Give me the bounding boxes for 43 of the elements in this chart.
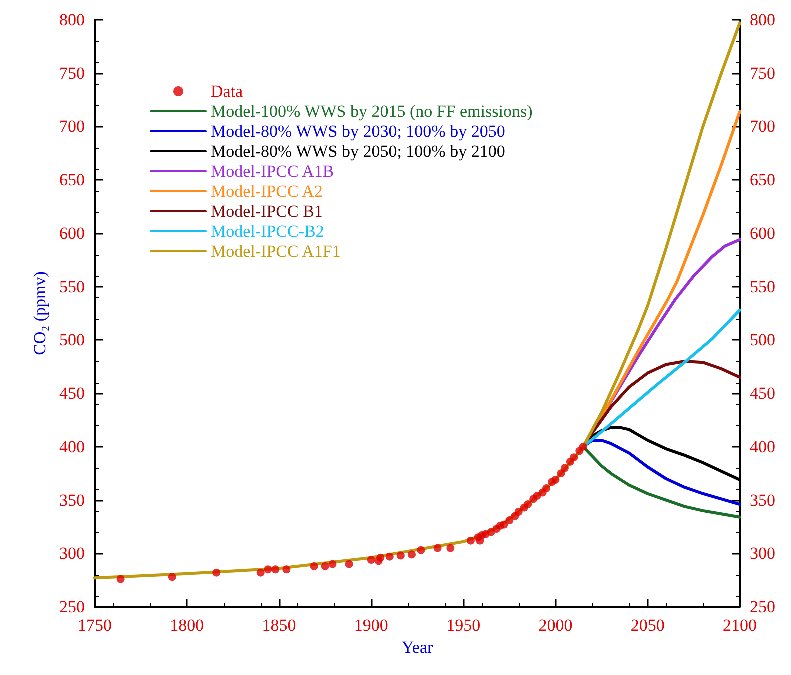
y2-tick-label: 500 xyxy=(750,330,776,350)
y-axis-title: CO₂ (ppmv) xyxy=(30,272,50,356)
legend-label: Model-IPCC B1 xyxy=(211,202,323,221)
x-tick-label: 2050 xyxy=(630,616,665,635)
legend-label: Model-80% WWS by 2030; 100% by 2050 xyxy=(211,122,506,141)
legend-label: Model-IPCC A2 xyxy=(211,182,323,201)
y-tick-label: 400 xyxy=(60,437,85,456)
y-tick-label: 750 xyxy=(60,64,85,83)
y2-tick-label: 700 xyxy=(750,117,776,136)
y2-tick-label: 350 xyxy=(750,490,776,510)
x-tick-label: 1950 xyxy=(446,616,481,635)
legend-label: Model-IPCC A1F1 xyxy=(211,242,341,261)
x-tick-label: 1800 xyxy=(170,616,204,635)
y-tick-label: 300 xyxy=(60,544,85,564)
y2-tick-label: 650 xyxy=(750,170,776,190)
x-tick-label: 1900 xyxy=(354,616,388,635)
legend-label: Model-IPCC-B2 xyxy=(211,222,324,241)
y-tick-label: 800 xyxy=(60,10,85,30)
x-axis-title: Year xyxy=(402,638,434,657)
y2-tick-label: 450 xyxy=(750,384,776,404)
y2-tick-label: 300 xyxy=(750,544,776,564)
x-tick-label: 2100 xyxy=(723,616,757,635)
y2-tick-label: 600 xyxy=(750,224,776,243)
x-tick-label: 1750 xyxy=(78,616,112,635)
y2-tick-label: 250 xyxy=(750,598,776,616)
legend-label: Model-100% WWS by 2015 (no FF emissions) xyxy=(211,102,533,121)
x-tick-label: 1850 xyxy=(262,616,296,635)
x-tick-label: 2000 xyxy=(538,616,573,635)
legend-label: Model-IPCC A1B xyxy=(211,162,334,181)
y-tick-label: 350 xyxy=(60,490,85,510)
y-tick-label: 550 xyxy=(60,277,85,296)
y2-tick-label: 550 xyxy=(750,277,776,296)
y-tick-label: 650 xyxy=(60,170,85,190)
y2-tick-label: 750 xyxy=(750,64,776,83)
y2-tick-label: 400 xyxy=(750,437,776,456)
y-tick-label: 450 xyxy=(60,384,85,404)
y-tick-label: 500 xyxy=(60,330,85,350)
y2-tick-label: 800 xyxy=(750,10,776,30)
y-tick-label: 250 xyxy=(60,598,85,616)
y-tick-label: 700 xyxy=(60,117,85,136)
y-tick-label: 600 xyxy=(60,224,85,243)
legend-label: Model-80% WWS by 2050; 100% by 2100 xyxy=(211,142,506,161)
legend-label: Data xyxy=(211,82,244,101)
